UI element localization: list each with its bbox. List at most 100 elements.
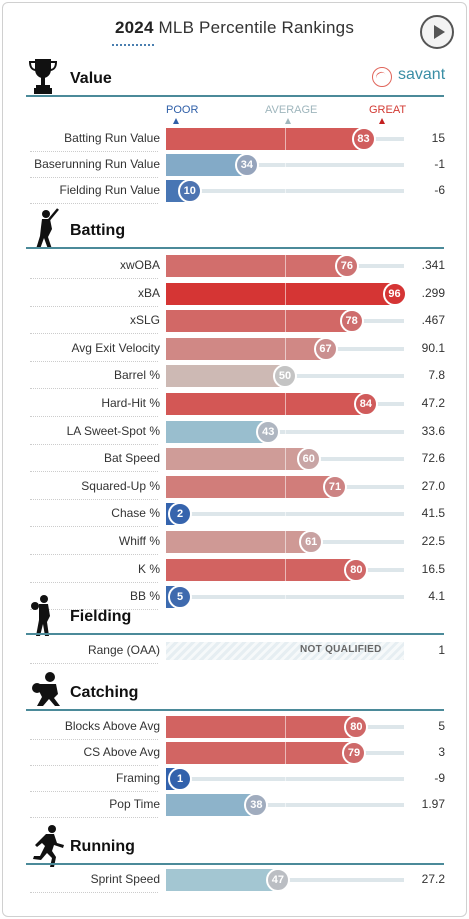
average-guide (285, 128, 286, 150)
percentile-badge[interactable]: 80 (344, 558, 369, 582)
percentile-badge[interactable]: 71 (323, 475, 347, 499)
metric-label: Blocks Above Avg (64, 719, 160, 733)
percentile-badge[interactable]: 96 (382, 282, 407, 306)
percentile-bar (166, 338, 326, 360)
percentile-badge[interactable]: 38 (244, 793, 269, 817)
percentile-badge[interactable]: 60 (296, 447, 321, 471)
scale-arrow-great (379, 118, 385, 124)
play-button[interactable] (420, 15, 454, 49)
metric-value: 3 (438, 745, 445, 759)
metric-row-framing[interactable]: Framing 1 -9 (0, 766, 469, 792)
average-guide (285, 180, 286, 202)
metric-value: .341 (421, 258, 445, 272)
metric-row-batting-run-value[interactable]: Batting Run Value 83 15 (0, 126, 469, 152)
metric-value: .299 (421, 286, 445, 300)
metric-row-hard-hit[interactable]: Hard-Hit % 84 47.2 (0, 391, 469, 417)
metric-row-bb[interactable]: BB % 5 4.1 (0, 584, 469, 610)
metric-value: 5 (438, 719, 445, 733)
percentile-badge[interactable]: 5 (168, 585, 192, 609)
percentile-badge[interactable]: 80 (344, 715, 369, 739)
metric-value: 16.5 (421, 562, 445, 576)
row-divider (30, 817, 158, 818)
metric-row-sprint-speed[interactable]: Sprint Speed 47 27.2 (0, 867, 469, 893)
percentile-badge[interactable]: 83 (351, 127, 376, 151)
page-title: 2024 MLB Percentile Rankings (0, 18, 469, 38)
row-divider (30, 791, 158, 792)
metric-row-range-oaa[interactable]: Range (OAA) NOT QUALIFIED 1 (0, 638, 469, 664)
row-divider (30, 333, 158, 334)
average-guide (285, 586, 286, 608)
row-divider (30, 554, 158, 555)
metric-row-xwoba[interactable]: xwOBA 76 .341 (0, 253, 469, 279)
metric-row-barrel[interactable]: Barrel % 50 7.8 (0, 363, 469, 389)
percentile-bar (166, 531, 312, 553)
percentile-badge[interactable]: 84 (353, 392, 378, 416)
percentile-bar (166, 283, 395, 305)
metric-row-whiff[interactable]: Whiff % 61 22.5 (0, 529, 469, 555)
average-guide (285, 716, 286, 738)
metric-row-xba[interactable]: xBA 96 .299 (0, 281, 469, 307)
metric-label: Framing (115, 771, 160, 785)
percentile-badge[interactable]: 47 (265, 868, 290, 892)
percentile-badge[interactable]: 78 (339, 309, 364, 333)
average-guide (285, 421, 286, 443)
metric-row-cs-above-avg[interactable]: CS Above Avg 79 3 (0, 740, 469, 766)
percentile-badge[interactable]: 1 (168, 767, 192, 791)
row-divider (30, 499, 158, 500)
metric-row-bat-speed[interactable]: Bat Speed 60 72.6 (0, 446, 469, 472)
average-guide (285, 393, 286, 415)
metric-row-blocks-above-avg[interactable]: Blocks Above Avg 80 5 (0, 714, 469, 740)
metric-row-squared-up[interactable]: Squared-Up % 71 27.0 (0, 474, 469, 500)
row-divider (30, 739, 158, 740)
baseball-icon (372, 67, 392, 87)
fielder-icon (28, 594, 68, 638)
metric-value: 1 (438, 643, 445, 657)
row-divider (30, 609, 158, 610)
percentile-badge[interactable]: 79 (342, 741, 366, 765)
percentile-badge[interactable]: 43 (256, 420, 281, 444)
percentile-badge[interactable]: 67 (313, 337, 338, 361)
percentile-bar (166, 448, 309, 470)
metric-label: Fielding Run Value (59, 183, 160, 197)
catcher-icon (28, 670, 68, 714)
metric-label: CS Above Avg (83, 745, 161, 759)
average-guide (285, 742, 286, 764)
row-divider (30, 416, 158, 417)
metric-row-xslg[interactable]: xSLG 78 .467 (0, 308, 469, 334)
percentile-bar (166, 393, 366, 415)
percentile-badge[interactable]: 2 (168, 502, 192, 526)
metric-label: Bat Speed (103, 451, 160, 465)
section-rule (26, 709, 444, 711)
not-qualified-bar (166, 642, 404, 660)
percentile-badge[interactable]: 50 (273, 364, 297, 388)
metric-value: 27.2 (421, 872, 445, 886)
average-guide (285, 154, 286, 176)
row-divider (30, 582, 158, 583)
metric-label: xSLG (129, 313, 160, 327)
metric-value: -1 (434, 157, 445, 171)
metric-row-pop-time[interactable]: Pop Time 38 1.97 (0, 792, 469, 818)
metric-row-fielding-run-value[interactable]: Fielding Run Value 10 -6 (0, 178, 469, 204)
average-guide (285, 338, 286, 360)
metric-label: Squared-Up % (81, 479, 160, 493)
percentile-badge[interactable]: 10 (177, 179, 202, 203)
metric-row-k[interactable]: K % 80 16.5 (0, 557, 469, 583)
metric-value: -9 (434, 771, 445, 785)
metric-value: 33.6 (421, 424, 445, 438)
metric-row-chase[interactable]: Chase % 2 41.5 (0, 501, 469, 527)
title-year[interactable]: 2024 (114, 18, 154, 37)
metric-label: K % (137, 562, 160, 576)
metric-row-avg-exit-velocity[interactable]: Avg Exit Velocity 67 90.1 (0, 336, 469, 362)
metric-value: 41.5 (421, 506, 445, 520)
scale-arrow-poor (173, 118, 179, 124)
percentile-badge[interactable]: 76 (334, 254, 359, 278)
metric-row-la-sweet-spot[interactable]: LA Sweet-Spot % 43 33.6 (0, 419, 469, 445)
metric-row-baserunning-run-value[interactable]: Baserunning Run Value 34 -1 (0, 152, 469, 178)
percentile-badge[interactable]: 34 (234, 153, 259, 177)
row-divider (30, 765, 158, 766)
play-icon (434, 25, 445, 39)
metric-value: 72.6 (421, 451, 445, 465)
metric-value: 4.1 (428, 589, 445, 603)
percentile-badge[interactable]: 61 (299, 530, 324, 554)
average-guide (285, 531, 286, 553)
